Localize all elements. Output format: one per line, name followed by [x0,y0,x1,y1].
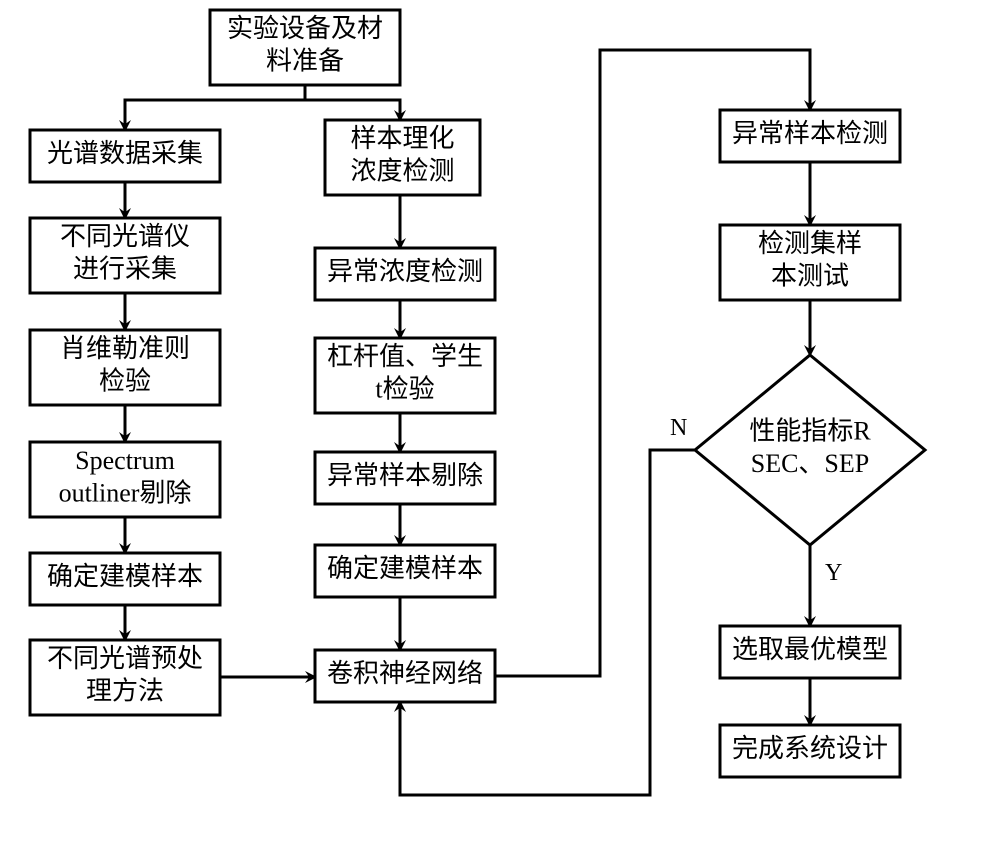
nodes.n_l4-line-1: outliner剔除 [59,479,192,508]
n_m5: 确定建模样本 [315,545,495,597]
label-N: N [670,415,687,441]
nodes.n_m1-line-1: 浓度检测 [350,157,454,186]
edge-0 [125,85,305,130]
n_dec: 性能指标R SEC、SEP [695,355,925,545]
nodes.n_l5-line-0: 确定建模样本 [47,562,203,591]
n_l6: 不同光谱预处理方法 [30,640,220,715]
n_m2: 异常浓度检测 [315,248,495,300]
nodes.n_r4-line-0: 选取最优模型 [732,635,888,664]
nodes.n_m4-line-0: 异常样本剔除 [327,461,483,490]
n_r1: 异常样本检测 [720,110,900,162]
n_l2: 不同光谱仪进行采集 [30,218,220,293]
n_m4: 异常样本剔除 [315,452,495,504]
nodes.n_l6-line-0: 不同光谱预处 [47,644,203,673]
nodes.n_r5-line-0: 完成系统设计 [732,734,888,763]
nodes.n_l6-line-1: 理方法 [86,677,164,706]
nodes.n_r1-line-0: 异常样本检测 [732,119,888,148]
nodes-layer: 实验设备及材料准备光谱数据采集不同光谱仪进行采集肖维勒准则检验 Spectrum o… [30,10,925,777]
nodes.n_dec-line-0: 性能指标R [749,417,871,446]
nodes.n_l1-line-0: 光谱数据采集 [47,139,203,168]
nodes.n_l2-line-1: 进行采集 [73,255,177,284]
n_l3: 肖维勒准则检验 [30,330,220,405]
nodes.n_m3-line-0: 杠杆值、学生 [327,342,483,371]
nodes.n_m2-line-0: 异常浓度检测 [327,257,483,286]
edge-1 [305,85,400,120]
n_l1: 光谱数据采集 [30,130,220,182]
n_m1: 样本理化浓度检测 [325,120,480,195]
n_r5: 完成系统设计 [720,725,900,777]
nodes.n_r2-line-0: 检测集样 [758,229,862,258]
n_m3: 杠杆值、学生 t检验 [315,338,495,413]
n_cnn: 卷积神经网络 [315,650,495,702]
n_r4: 选取最优模型 [720,626,900,678]
nodes.n_l4-line-0: Spectrum [75,446,175,475]
nodes.n_l3-line-1: 检验 [99,367,151,396]
n_l4: Spectrum outliner剔除 [30,442,220,517]
nodes.n_l3-line-0: 肖维勒准则 [60,334,190,363]
nodes.n_m3-line-1: t检验 [375,375,434,404]
nodes.n_l2-line-0: 不同光谱仪 [60,222,190,251]
n_r2: 检测集样本测试 [720,225,900,300]
n_l5: 确定建模样本 [30,553,220,605]
nodes.n_top-line-0: 实验设备及材 [227,14,383,43]
nodes.n_cnn-line-0: 卷积神经网络 [327,659,483,688]
n_top: 实验设备及材料准备 [210,10,400,85]
nodes.n_top-line-1: 料准备 [266,47,344,76]
nodes.n_r2-line-1: 本测试 [771,262,849,291]
label-Y: Y [825,560,842,586]
nodes.n_m1-line-0: 样本理化 [350,124,454,153]
nodes.n_dec-line-1: SEC、SEP [751,449,870,478]
nodes.n_m5-line-0: 确定建模样本 [327,554,483,583]
